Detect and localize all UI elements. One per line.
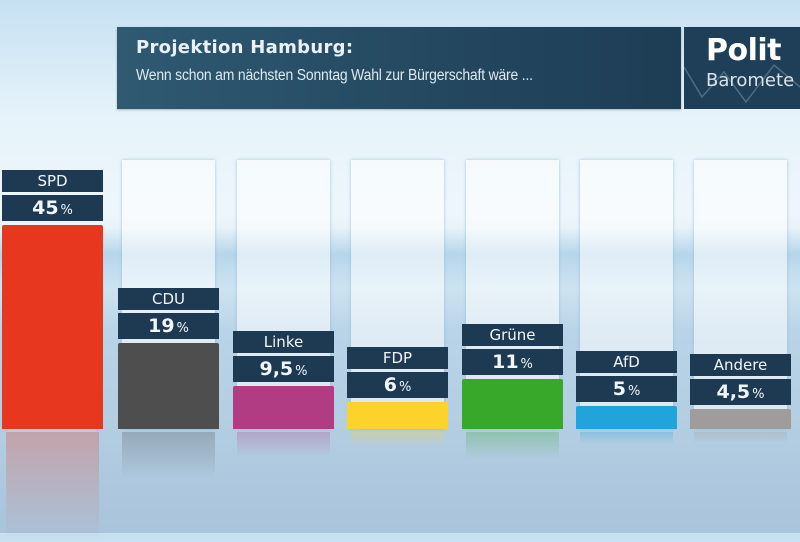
value-number: 9,5 <box>259 357 294 380</box>
bar-reflection-afd <box>580 432 673 445</box>
bar-afd <box>576 406 677 429</box>
category-label-andere: Andere <box>690 353 791 376</box>
bar-andere <box>690 408 791 429</box>
value-label-afd: 5% <box>576 376 677 403</box>
bar-reflection-linke <box>237 432 330 456</box>
value-label-andere: 4,5% <box>690 378 791 405</box>
value-number: 19 <box>148 314 175 337</box>
politbarometer-logo: Polit Baromete <box>684 27 800 109</box>
category-label-gruene: Grüne <box>462 324 563 347</box>
chart-title: Projektion Hamburg: <box>136 37 354 58</box>
value-unit: % <box>520 357 533 373</box>
bar-reflection-spd <box>6 432 99 542</box>
value-unit: % <box>752 386 765 402</box>
value-number: 4,5 <box>716 380 751 403</box>
bar-reflection-gruene <box>466 432 559 460</box>
category-label-fdp: FDP <box>347 346 448 369</box>
value-label-spd: 45% <box>2 195 103 222</box>
category-label-cdu: CDU <box>118 287 219 310</box>
value-label-linke: 9,5% <box>233 355 334 382</box>
value-unit: % <box>60 203 73 219</box>
value-label-fdp: 6% <box>347 371 448 398</box>
bar-reflection-andere <box>694 432 787 444</box>
logo-zigzag-icon <box>684 63 800 104</box>
bar-spd <box>2 225 103 429</box>
value-unit: % <box>398 379 412 395</box>
value-unit: % <box>295 363 308 379</box>
column-backdrop-linke <box>237 160 330 429</box>
bar-linke <box>233 385 334 429</box>
logo-line-1: Polit <box>706 33 782 68</box>
value-unit: % <box>627 384 641 400</box>
value-number: 5 <box>612 378 626 401</box>
chart-subtitle: Wenn schon am nächsten Sonntag Wahl zur … <box>136 67 533 84</box>
logo-line-2: Baromete <box>706 70 795 91</box>
value-label-cdu: 19% <box>118 312 219 339</box>
bar-reflection-fdp <box>351 432 444 447</box>
category-label-afd: AfD <box>576 351 677 374</box>
bar-cdu <box>118 342 219 429</box>
value-unit: % <box>176 320 189 336</box>
chart-header: Projektion Hamburg: Wenn schon am nächst… <box>117 27 681 109</box>
category-label-spd: SPD <box>2 170 103 193</box>
category-label-linke: Linke <box>233 330 334 353</box>
value-number: 45 <box>32 197 59 220</box>
value-number: 6 <box>383 373 397 396</box>
value-label-gruene: 11% <box>462 349 563 376</box>
bar-gruene <box>462 379 563 429</box>
bar-fdp <box>347 401 448 429</box>
bar-reflection-cdu <box>122 432 215 480</box>
value-number: 11 <box>492 351 519 374</box>
